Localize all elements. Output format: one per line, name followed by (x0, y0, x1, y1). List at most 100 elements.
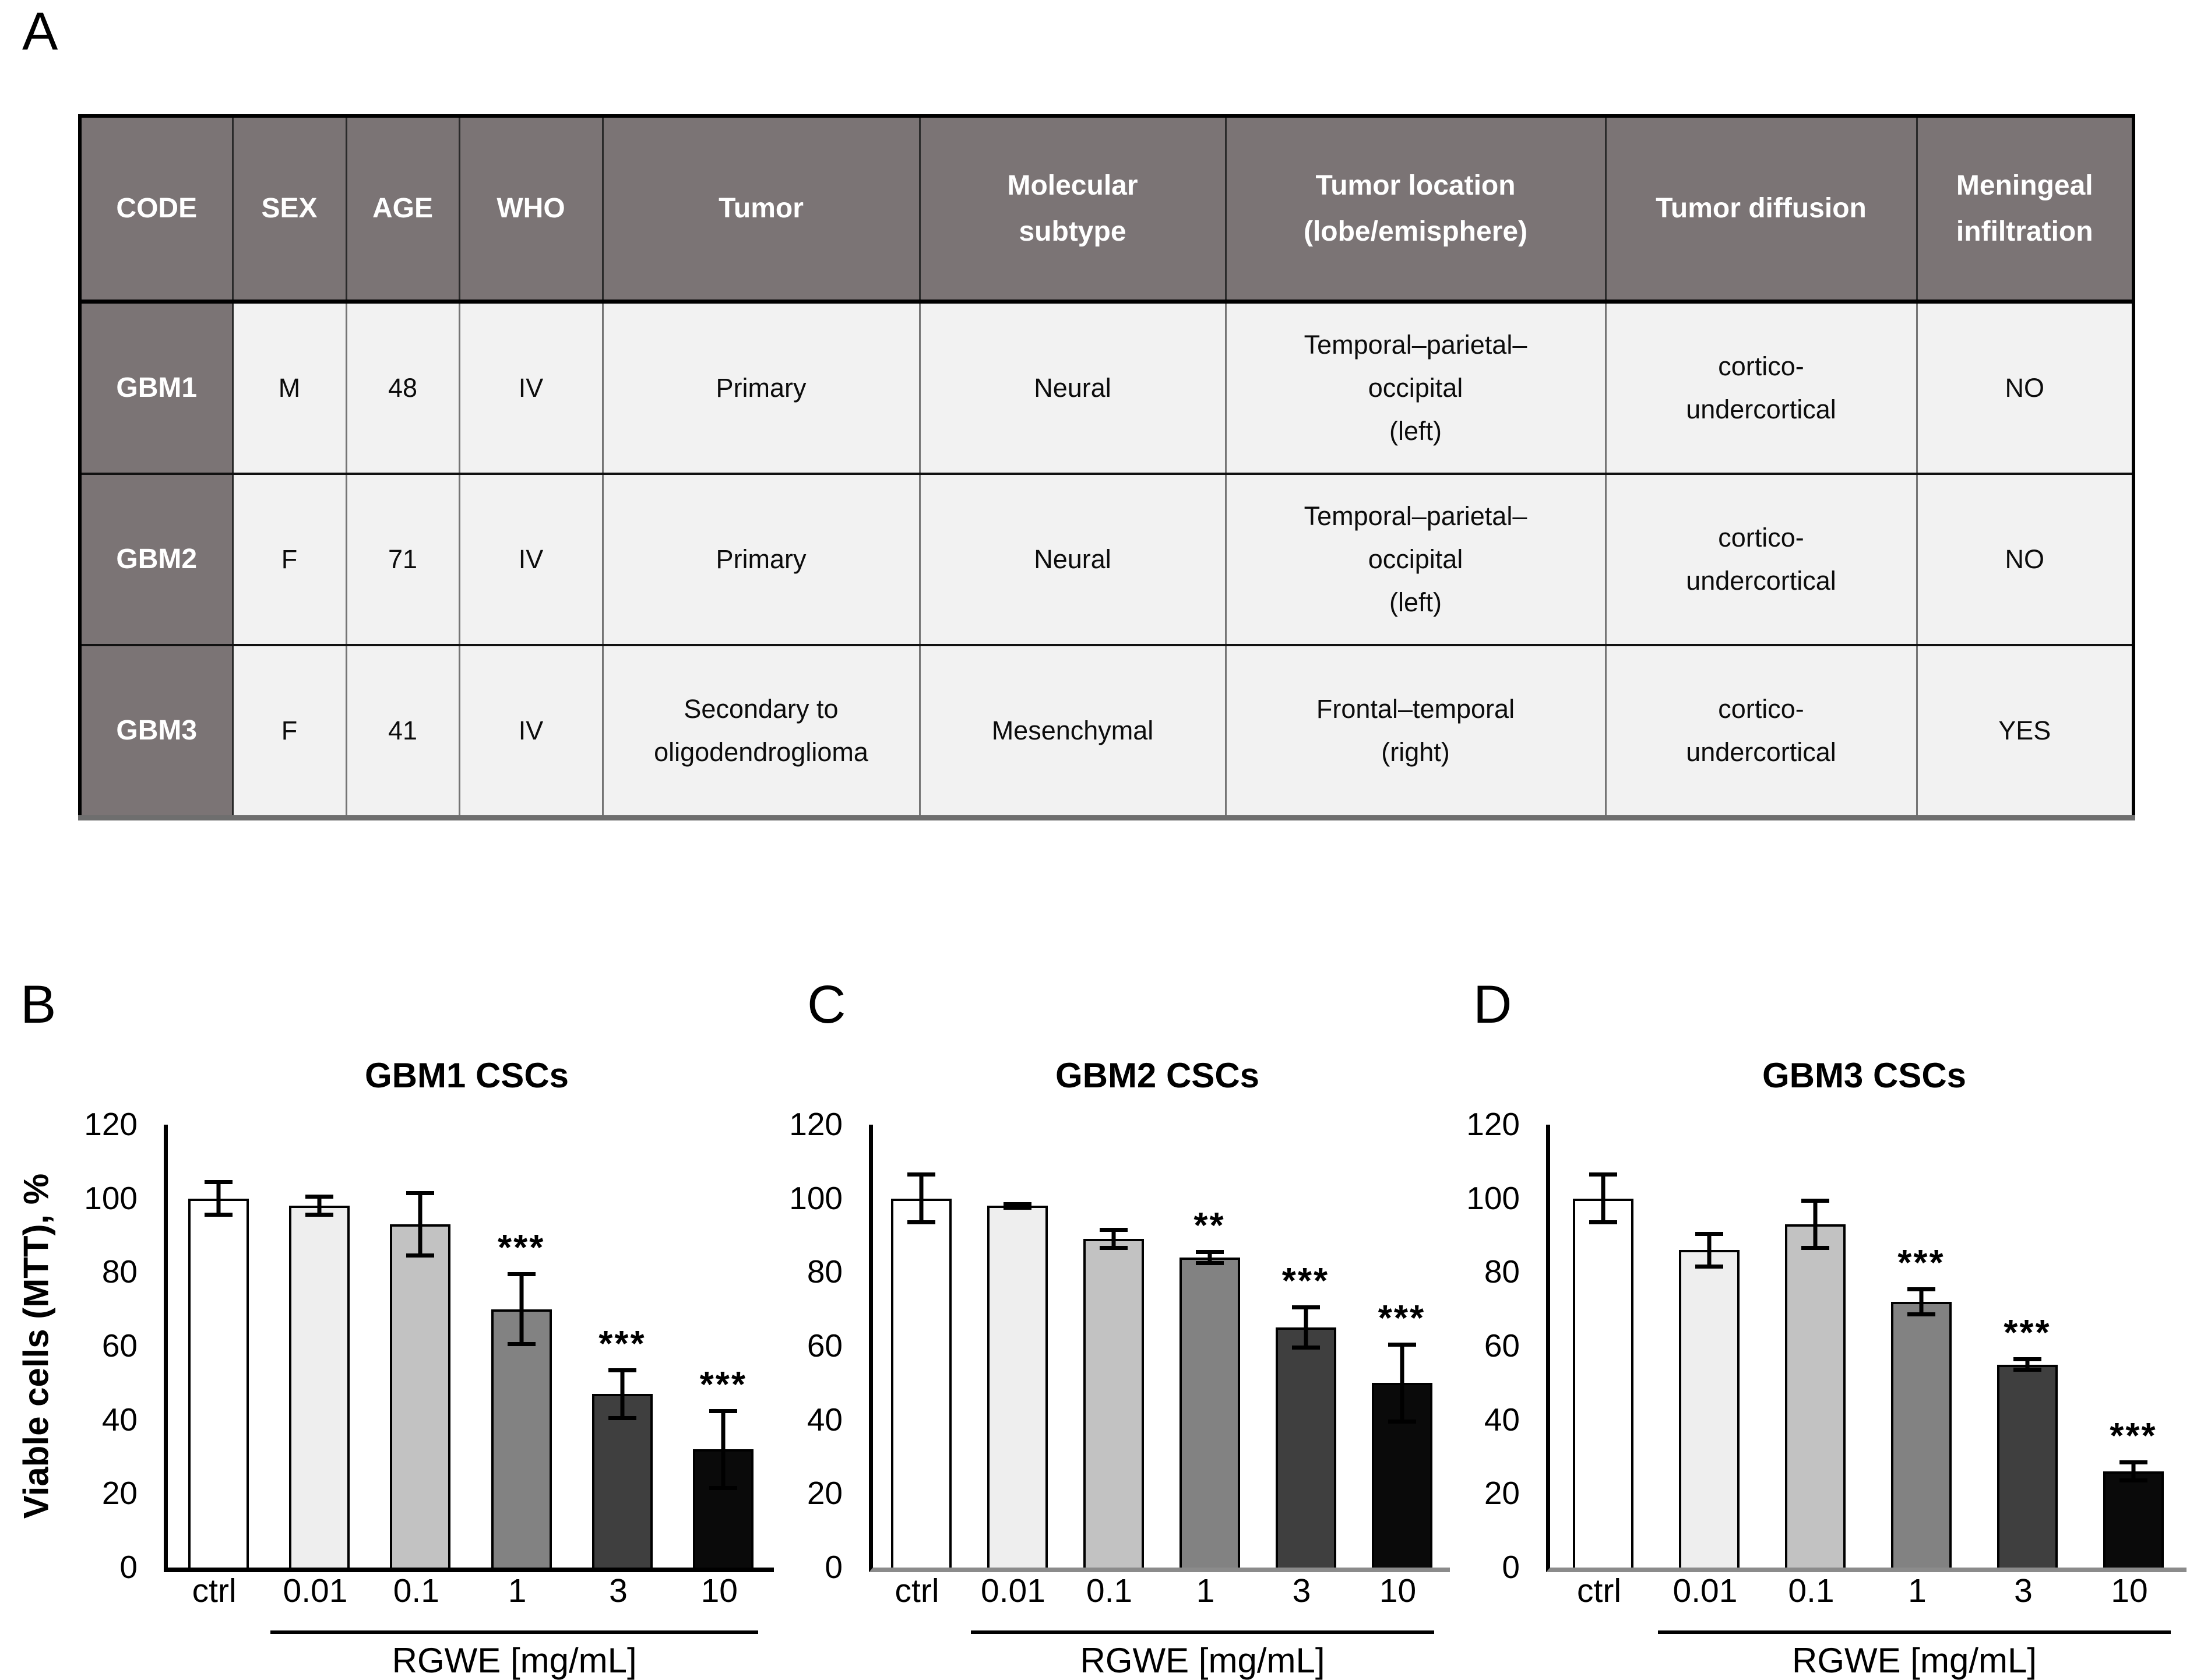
error-bar-10 (1388, 1342, 1416, 1424)
y-tick-label: 0 (825, 1549, 843, 1585)
table-cell: Mesenchymal (918, 644, 1227, 819)
y-tick-label: 80 (101, 1253, 138, 1290)
x-tick-label-0.1: 0.1 (1086, 1572, 1133, 1609)
error-bar-cap-top (1801, 1198, 1829, 1203)
error-bar-0.1 (406, 1191, 435, 1258)
bar-slot-0.01 (269, 1125, 369, 1568)
error-bar-cap-top (907, 1172, 935, 1177)
column-header-5: Molecular subtype (918, 116, 1227, 304)
bar-slot-ctrl (1550, 1125, 1656, 1568)
y-tick-label: 40 (807, 1401, 843, 1438)
plot-area: ** *** *** (869, 1125, 1450, 1572)
error-bar-stem (1207, 1250, 1212, 1265)
significance-stars: *** (1378, 1298, 1426, 1339)
bar-3 (591, 1394, 653, 1568)
error-bar-stem (1707, 1231, 1712, 1269)
error-bar-ctrl (1589, 1172, 1617, 1224)
column-header-1: SEX (231, 116, 347, 304)
error-bar-stem (216, 1180, 221, 1217)
x-tick-labels: ctrl 0.01 0.1 1 3 10 (164, 1575, 770, 1608)
error-bar-stem (2025, 1357, 2030, 1372)
chart-title-gbm3: GBM3 CSCs (1762, 1056, 1967, 1095)
error-bar-stem (418, 1191, 422, 1258)
error-bar-stem (1813, 1198, 1818, 1251)
error-bar-stem (721, 1408, 726, 1490)
error-bar-cap-bottom (1291, 1346, 1320, 1350)
table-cell: 48 (345, 300, 460, 475)
plot-area: *** *** *** (164, 1125, 774, 1572)
error-bar-cap-bottom (907, 1220, 935, 1224)
significance-stars: *** (699, 1364, 747, 1405)
table-cell: IV (458, 473, 604, 646)
error-bar-cap-bottom (1907, 1312, 1935, 1317)
error-bar-stem (2131, 1460, 2136, 1483)
column-header-7: Tumor diffusion (1604, 116, 1918, 304)
x-tick-labels: ctrl 0.01 0.1 1 3 10 (1546, 1575, 2182, 1608)
x-tick-label-0.1: 0.1 (393, 1572, 439, 1609)
significance-stars: *** (1281, 1261, 1330, 1302)
y-tick-label: 0 (1502, 1549, 1520, 1585)
error-bar-1 (1907, 1287, 1935, 1317)
x-tick-label-ctrl: ctrl (192, 1572, 237, 1609)
error-bar-cap-top (2119, 1460, 2147, 1465)
error-bar-ctrl (204, 1180, 233, 1217)
table-cell: NO (1916, 473, 2135, 646)
error-bar-cap-top (406, 1191, 435, 1195)
panel-d-label: D (1473, 975, 1512, 1034)
bar-ctrl (188, 1198, 249, 1568)
error-bar-cap-top (709, 1408, 738, 1413)
x-axis-title: RGWE [mg/mL] (1080, 1641, 1325, 1680)
bar-0.01 (288, 1206, 350, 1568)
y-tick-label: 120 (789, 1106, 843, 1142)
bar-slot-1: *** (471, 1125, 572, 1568)
bar-slot-0.1 (1065, 1125, 1161, 1568)
x-tick-label-1: 1 (508, 1572, 527, 1609)
y-tick-label: 60 (807, 1327, 843, 1364)
error-bar-cap-bottom (1388, 1420, 1416, 1424)
bar-slot-1: *** (1868, 1125, 1974, 1568)
bar-slot-0.1 (370, 1125, 471, 1568)
bars-group: *** *** *** (168, 1125, 774, 1568)
x-axis-title: RGWE [mg/mL] (1791, 1641, 2037, 1680)
bar-slot-10: *** (2080, 1125, 2187, 1568)
bar-slot-3: *** (572, 1125, 673, 1568)
table-cell: Secondary to oligodendroglioma (601, 644, 921, 819)
table-cell: Neural (918, 473, 1227, 646)
table-cell: cortico- undercortical (1604, 300, 1918, 475)
dose-group-underline (971, 1630, 1434, 1634)
table-row: GBM3 F 41 IV Secondary to oligodendroglioma M… (79, 644, 2135, 819)
table-row: GBM1 M 48 IV Primary Neural Temporal–parietal–… (79, 300, 2135, 475)
error-bar-stem (620, 1368, 625, 1420)
error-bar-cap-top (204, 1180, 233, 1185)
bar-slot-3: *** (1258, 1125, 1354, 1568)
table-cell: Primary (601, 473, 921, 646)
y-tick-label: 40 (1484, 1401, 1520, 1438)
y-tick-label: 100 (1466, 1179, 1520, 1216)
bar-0.01 (1679, 1250, 1740, 1568)
error-bar-stem (1601, 1172, 1605, 1224)
error-bar-0.1 (1801, 1198, 1829, 1251)
chart-gbm2-cscs: C GBM2 CSCs 0 20 40 60 80 100 120 ** *** *** ctrl 0… (775, 961, 1451, 1678)
bar-0.01 (987, 1206, 1048, 1568)
error-bar-stem (919, 1172, 923, 1224)
y-tick-label: 60 (101, 1327, 138, 1364)
column-header-8: Meningeal infiltration (1916, 116, 2135, 304)
y-tick-label: 0 (119, 1549, 138, 1585)
error-bar-stem (317, 1195, 322, 1217)
y-tick-label: 80 (807, 1253, 843, 1290)
row-code: GBM1 (79, 300, 234, 475)
bars-group: *** *** *** (1550, 1125, 2187, 1568)
table-cell: YES (1916, 644, 2135, 819)
x-axis-title: RGWE [mg/mL] (392, 1641, 637, 1680)
error-bar-0.01 (1003, 1202, 1031, 1210)
bar-slot-0.1 (1762, 1125, 1868, 1568)
y-tick-label: 60 (1484, 1327, 1520, 1364)
error-bar-cap-top (1195, 1250, 1224, 1255)
y-tick-label: 20 (807, 1475, 843, 1512)
y-tick-label: 120 (1466, 1106, 1520, 1142)
error-bar-cap-bottom (1695, 1265, 1723, 1269)
x-tick-label-3: 3 (609, 1572, 628, 1609)
bar-3 (1275, 1327, 1336, 1568)
chart-gbm1-cscs: B Viable cells (MTT), % GBM1 CSCs 0 20 40 6… (0, 961, 787, 1678)
error-bar-0.1 (1099, 1228, 1128, 1251)
